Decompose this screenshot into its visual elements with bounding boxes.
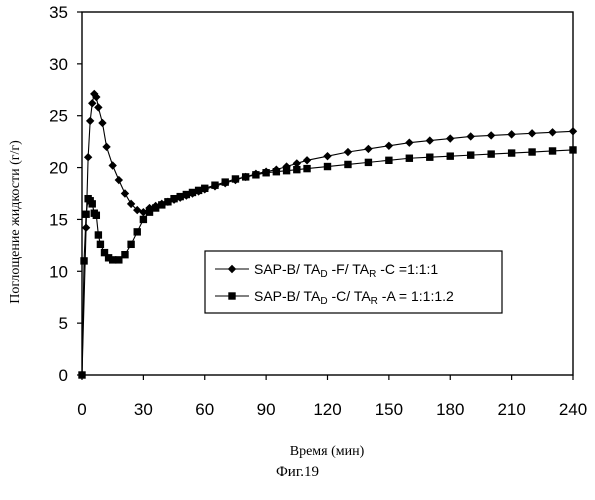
- data-point: [283, 167, 290, 174]
- data-point: [232, 175, 239, 182]
- data-point: [405, 138, 413, 146]
- x-tick-label: 30: [134, 400, 153, 419]
- data-point: [121, 189, 129, 197]
- x-tick-label: 180: [436, 400, 464, 419]
- absorption-chart: 0 5 10 15 20 25 30 35 0 30 60 90 120 150 180 210 240 По…: [0, 0, 595, 460]
- data-point: [82, 211, 89, 218]
- data-point: [426, 154, 433, 161]
- plot-frame: [82, 12, 573, 375]
- y-tick-label: 25: [49, 107, 68, 126]
- data-point: [93, 212, 100, 219]
- data-point: [487, 131, 495, 139]
- data-point: [108, 161, 116, 169]
- data-point: [86, 117, 94, 125]
- x-tick-label: 210: [497, 400, 525, 419]
- data-point: [95, 231, 102, 238]
- data-point: [528, 148, 535, 155]
- y-tick-label: 20: [49, 159, 68, 178]
- figure-caption: Фиг.19: [0, 464, 595, 481]
- data-point: [242, 173, 249, 180]
- data-point: [262, 169, 269, 176]
- data-point: [467, 132, 475, 140]
- data-point: [406, 155, 413, 162]
- x-tick-label: 120: [313, 400, 341, 419]
- data-point: [134, 228, 141, 235]
- data-point: [447, 152, 454, 159]
- data-point: [507, 130, 515, 138]
- data-point: [385, 142, 393, 150]
- data-point: [80, 257, 87, 264]
- data-point: [548, 128, 556, 136]
- data-point: [549, 147, 556, 154]
- data-point: [385, 157, 392, 164]
- data-point: [487, 150, 494, 157]
- data-point: [293, 166, 300, 173]
- series-line: [82, 94, 573, 375]
- data-point: [467, 151, 474, 158]
- data-point: [140, 216, 147, 223]
- data-point: [97, 241, 104, 248]
- data-point: [89, 200, 96, 207]
- data-point: [84, 153, 92, 161]
- data-point: [211, 182, 218, 189]
- legend: SAP-B/ TAD -F/ TAR -C =1:1:1SAP-B/ TAD -…: [205, 251, 502, 313]
- x-tick-labels: 0 30 60 90 120 150 180 210 240: [77, 400, 587, 419]
- data-point: [222, 178, 229, 185]
- y-tick-label: 5: [59, 314, 68, 333]
- data-point: [569, 127, 577, 135]
- data-point: [94, 103, 102, 111]
- series-group: [78, 90, 577, 379]
- y-tick-label: 15: [49, 210, 68, 229]
- data-point: [252, 171, 259, 178]
- data-point: [78, 371, 85, 378]
- data-point: [201, 185, 208, 192]
- data-point: [446, 134, 454, 142]
- square-marker-icon: [228, 292, 235, 299]
- data-point: [121, 251, 128, 258]
- data-point: [364, 145, 372, 153]
- data-point: [303, 156, 311, 164]
- y-tick-label: 30: [49, 55, 68, 74]
- data-point: [273, 168, 280, 175]
- data-point: [365, 159, 372, 166]
- x-tick-label: 150: [375, 400, 403, 419]
- data-point: [569, 146, 576, 153]
- x-tick-label: 240: [559, 400, 587, 419]
- x-axis-title: Время (мин): [290, 444, 365, 459]
- y-axis-title: Поглощение жидкости (г/г): [8, 140, 23, 304]
- data-point: [127, 241, 134, 248]
- data-point: [508, 149, 515, 156]
- data-point: [324, 163, 331, 170]
- y-tick-label: 10: [49, 262, 68, 281]
- plot-axes: [77, 12, 573, 380]
- x-tick-label: 90: [257, 400, 276, 419]
- data-point: [303, 165, 310, 172]
- data-point: [528, 129, 536, 137]
- data-point: [323, 152, 331, 160]
- data-point: [102, 143, 110, 151]
- data-point: [344, 161, 351, 168]
- data-point: [115, 176, 123, 184]
- y-tick-label: 35: [49, 3, 68, 22]
- y-tick-labels: 0 5 10 15 20 25 30 35: [49, 3, 68, 385]
- series-1: [78, 90, 577, 379]
- x-tick-label: 0: [77, 400, 86, 419]
- data-point: [88, 99, 96, 107]
- data-point: [344, 148, 352, 156]
- data-point: [426, 136, 434, 144]
- x-tick-label: 60: [195, 400, 214, 419]
- y-tick-label: 0: [59, 366, 68, 385]
- data-point: [98, 119, 106, 127]
